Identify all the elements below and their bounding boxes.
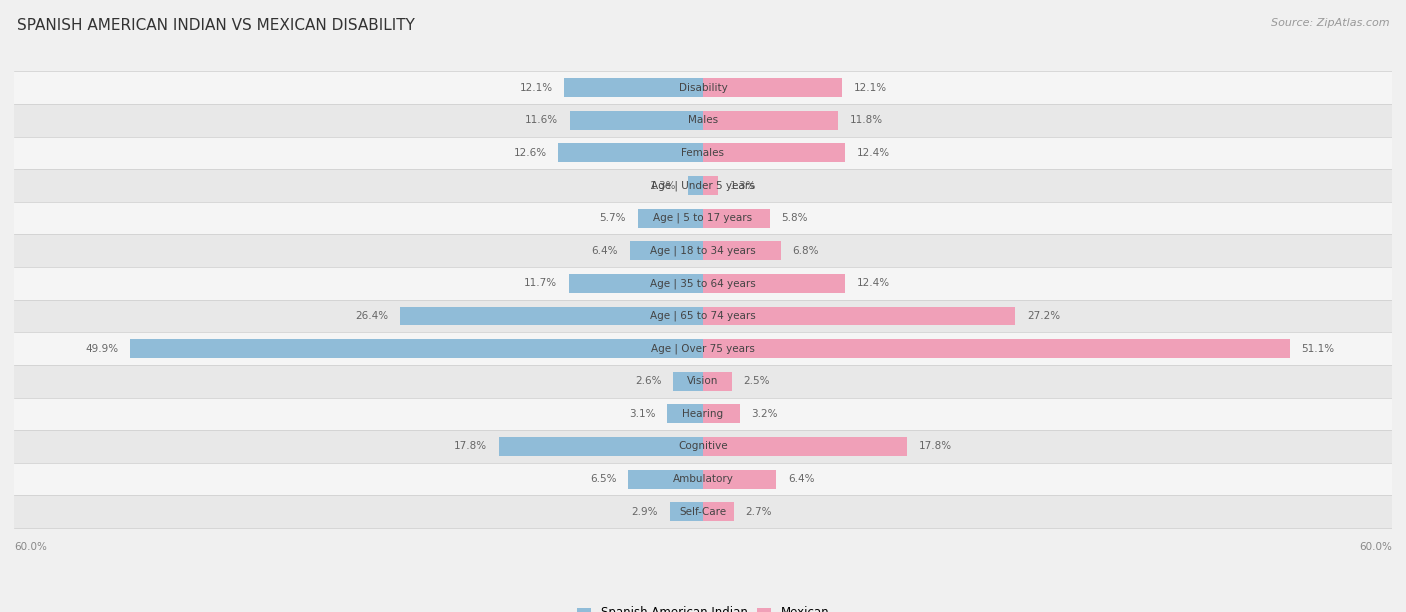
Bar (637, 209, 703, 228)
Bar (14, 202, 1392, 234)
Text: 6.4%: 6.4% (787, 474, 814, 484)
Bar (14, 267, 1392, 300)
Bar (703, 502, 734, 521)
Text: 6.8%: 6.8% (793, 246, 820, 256)
Legend: Spanish American Indian, Mexican: Spanish American Indian, Mexican (572, 602, 834, 612)
Text: Ambulatory: Ambulatory (672, 474, 734, 484)
Text: 17.8%: 17.8% (920, 441, 952, 452)
Text: Age | 35 to 64 years: Age | 35 to 64 years (650, 278, 756, 289)
Text: 11.8%: 11.8% (851, 115, 883, 125)
Bar (14, 170, 1392, 202)
Bar (499, 437, 703, 456)
Text: 3.2%: 3.2% (751, 409, 778, 419)
Text: Age | Under 5 years: Age | Under 5 years (651, 181, 755, 191)
Text: Age | 5 to 17 years: Age | 5 to 17 years (654, 213, 752, 223)
Text: 1.3%: 1.3% (730, 181, 756, 190)
Text: Age | 65 to 74 years: Age | 65 to 74 years (650, 311, 756, 321)
Text: 2.5%: 2.5% (744, 376, 769, 386)
Text: Cognitive: Cognitive (678, 441, 728, 452)
Text: 2.7%: 2.7% (745, 507, 772, 517)
Bar (703, 437, 907, 456)
Bar (14, 104, 1392, 136)
Bar (668, 405, 703, 424)
Text: 2.9%: 2.9% (631, 507, 658, 517)
Text: 12.4%: 12.4% (856, 278, 890, 288)
Text: 3.1%: 3.1% (630, 409, 657, 419)
Bar (703, 371, 731, 390)
Bar (564, 78, 703, 97)
Text: 12.4%: 12.4% (856, 148, 890, 158)
Text: 60.0%: 60.0% (1360, 542, 1392, 551)
Text: 1.3%: 1.3% (650, 181, 676, 190)
Bar (703, 339, 1289, 358)
Text: 60.0%: 60.0% (14, 542, 46, 551)
Text: 6.5%: 6.5% (591, 474, 617, 484)
Bar (703, 274, 845, 293)
Text: Females: Females (682, 148, 724, 158)
Text: 5.8%: 5.8% (782, 213, 807, 223)
Text: 49.9%: 49.9% (86, 343, 118, 354)
Bar (14, 463, 1392, 495)
Text: 12.6%: 12.6% (513, 148, 547, 158)
Bar (569, 111, 703, 130)
Bar (703, 307, 1015, 326)
Bar (669, 502, 703, 521)
Bar (14, 234, 1392, 267)
Text: 5.7%: 5.7% (599, 213, 626, 223)
Text: 11.6%: 11.6% (526, 115, 558, 125)
Bar (558, 143, 703, 162)
Bar (14, 136, 1392, 170)
Bar (14, 398, 1392, 430)
Bar (14, 365, 1392, 398)
Text: 26.4%: 26.4% (356, 311, 388, 321)
Text: Age | 18 to 34 years: Age | 18 to 34 years (650, 245, 756, 256)
Bar (703, 143, 845, 162)
Text: 17.8%: 17.8% (454, 441, 486, 452)
Text: 6.4%: 6.4% (592, 246, 619, 256)
Text: 12.1%: 12.1% (519, 83, 553, 92)
Text: SPANISH AMERICAN INDIAN VS MEXICAN DISABILITY: SPANISH AMERICAN INDIAN VS MEXICAN DISAB… (17, 18, 415, 34)
Bar (568, 274, 703, 293)
Bar (703, 111, 838, 130)
Text: 27.2%: 27.2% (1026, 311, 1060, 321)
Text: Males: Males (688, 115, 718, 125)
Bar (14, 495, 1392, 528)
Text: Age | Over 75 years: Age | Over 75 years (651, 343, 755, 354)
Bar (628, 469, 703, 488)
Bar (703, 209, 769, 228)
Text: 51.1%: 51.1% (1301, 343, 1334, 354)
Text: Vision: Vision (688, 376, 718, 386)
Bar (703, 176, 718, 195)
Bar (14, 300, 1392, 332)
Text: Self-Care: Self-Care (679, 507, 727, 517)
Bar (703, 469, 776, 488)
Text: Disability: Disability (679, 83, 727, 92)
Text: Hearing: Hearing (682, 409, 724, 419)
Bar (14, 332, 1392, 365)
Bar (399, 307, 703, 326)
Text: 2.6%: 2.6% (636, 376, 662, 386)
Bar (129, 339, 703, 358)
Text: 11.7%: 11.7% (524, 278, 557, 288)
Text: Source: ZipAtlas.com: Source: ZipAtlas.com (1271, 18, 1389, 28)
Bar (14, 72, 1392, 104)
Bar (688, 176, 703, 195)
Bar (14, 430, 1392, 463)
Text: 12.1%: 12.1% (853, 83, 887, 92)
Bar (673, 371, 703, 390)
Bar (703, 405, 740, 424)
Bar (630, 241, 703, 260)
Bar (703, 78, 842, 97)
Bar (703, 241, 782, 260)
